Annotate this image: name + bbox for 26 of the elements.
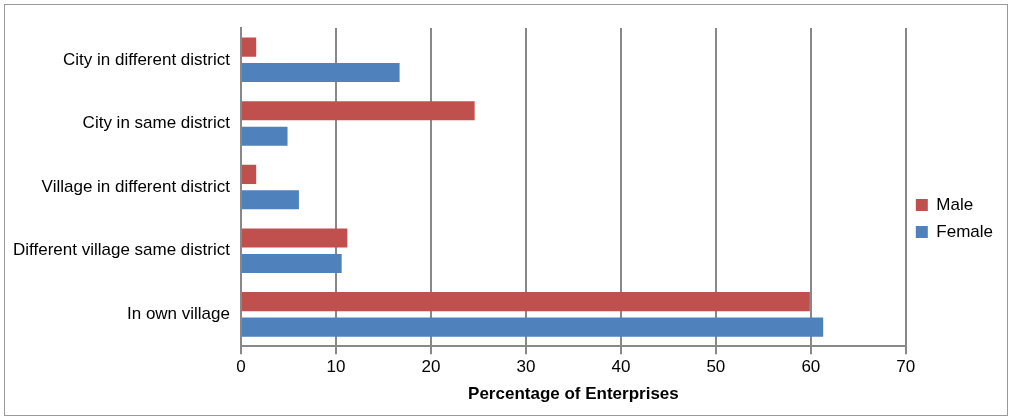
x-tick-label: 60 (801, 357, 821, 377)
x-tick-label: 30 (516, 357, 536, 377)
y-tick-label: Different village same district (12, 240, 231, 260)
bar (241, 292, 810, 312)
x-tick-label: 50 (706, 357, 726, 377)
bar (241, 63, 400, 83)
bar (241, 190, 299, 210)
bar (241, 101, 475, 121)
y-tick-label: Village in different district (41, 176, 231, 196)
x-tick-label: 0 (236, 357, 246, 377)
y-tick-label: City in same district (82, 113, 231, 133)
bar (241, 317, 824, 337)
legend-label: Female (936, 221, 993, 241)
x-tick-label: 40 (611, 357, 631, 377)
x-tick-label: 10 (326, 357, 346, 377)
x-axis-title: Percentage of Enterprises (468, 384, 679, 404)
bar (241, 228, 348, 248)
y-tick-label: City in different district (63, 49, 231, 69)
x-tick-label: 70 (896, 357, 916, 377)
bar (241, 126, 288, 146)
legend-label: Male (936, 194, 974, 214)
bar (241, 253, 342, 274)
bar (241, 37, 257, 57)
x-tick-label: 20 (421, 357, 441, 377)
y-tick-label: In own village (126, 304, 230, 324)
bar (241, 164, 257, 184)
